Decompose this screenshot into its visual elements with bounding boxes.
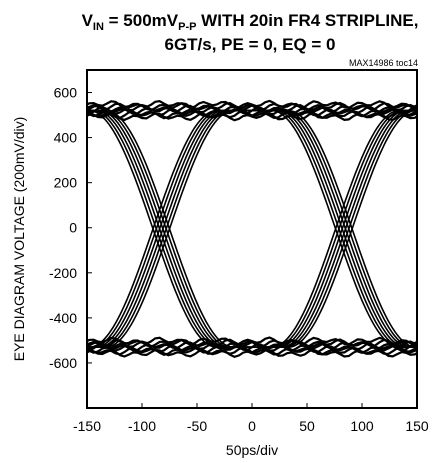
falling-edge-trace (87, 109, 252, 348)
rising-edge-trace (87, 109, 252, 348)
x-tick-label: -150 (73, 418, 101, 434)
y-tick-label: 200 (54, 175, 78, 191)
low-level-band (87, 336, 417, 346)
plot-frame (86, 69, 418, 409)
y-axis-label: EYE DIAGRAM VOLTAGE (200mV/div) (11, 117, 27, 362)
rising-edge-trace (87, 109, 252, 348)
x-tick-label: 0 (248, 418, 256, 434)
x-tick-label: 50 (299, 418, 315, 434)
high-level-band (87, 99, 417, 110)
y-axis-ticks: 600 400 200 0 -200 -400 -600 (49, 85, 92, 371)
chart-annotation: MAX14986 toc14 (349, 58, 418, 68)
rising-edge-trace (87, 109, 252, 348)
x-axis-label: 50ps/div (226, 442, 278, 458)
rising-edge-trace (87, 109, 252, 348)
falling-edge-trace (87, 109, 252, 348)
falling-edge-trace (87, 109, 252, 348)
x-axis-ticks: -150 -100 -50 0 50 100 150 (73, 403, 429, 434)
y-tick-label: 0 (69, 220, 77, 236)
falling-edge-trace (87, 109, 252, 348)
x-tick-label: 100 (350, 418, 374, 434)
rising-edge-trace (87, 109, 252, 348)
y-tick-label: 400 (54, 130, 78, 146)
x-tick-label: -100 (128, 418, 156, 434)
eye-traces (87, 99, 417, 358)
rising-edge-trace (87, 109, 252, 348)
y-tick-label: -600 (49, 355, 77, 371)
falling-edge-trace (87, 109, 252, 348)
falling-edge-trace (252, 109, 417, 348)
y-tick-label: -400 (49, 310, 77, 326)
chart-title-line1: VIN = 500mVP-P WITH 20in FR4 STRIPLINE, (82, 11, 419, 33)
y-tick-label: 600 (54, 85, 78, 101)
y-tick-label: -200 (49, 265, 77, 281)
chart-title-line2: 6GT/s, PE = 0, EQ = 0 (164, 35, 335, 54)
falling-edge-trace (87, 109, 252, 348)
x-tick-label: -50 (187, 418, 207, 434)
x-tick-label: 150 (405, 418, 429, 434)
